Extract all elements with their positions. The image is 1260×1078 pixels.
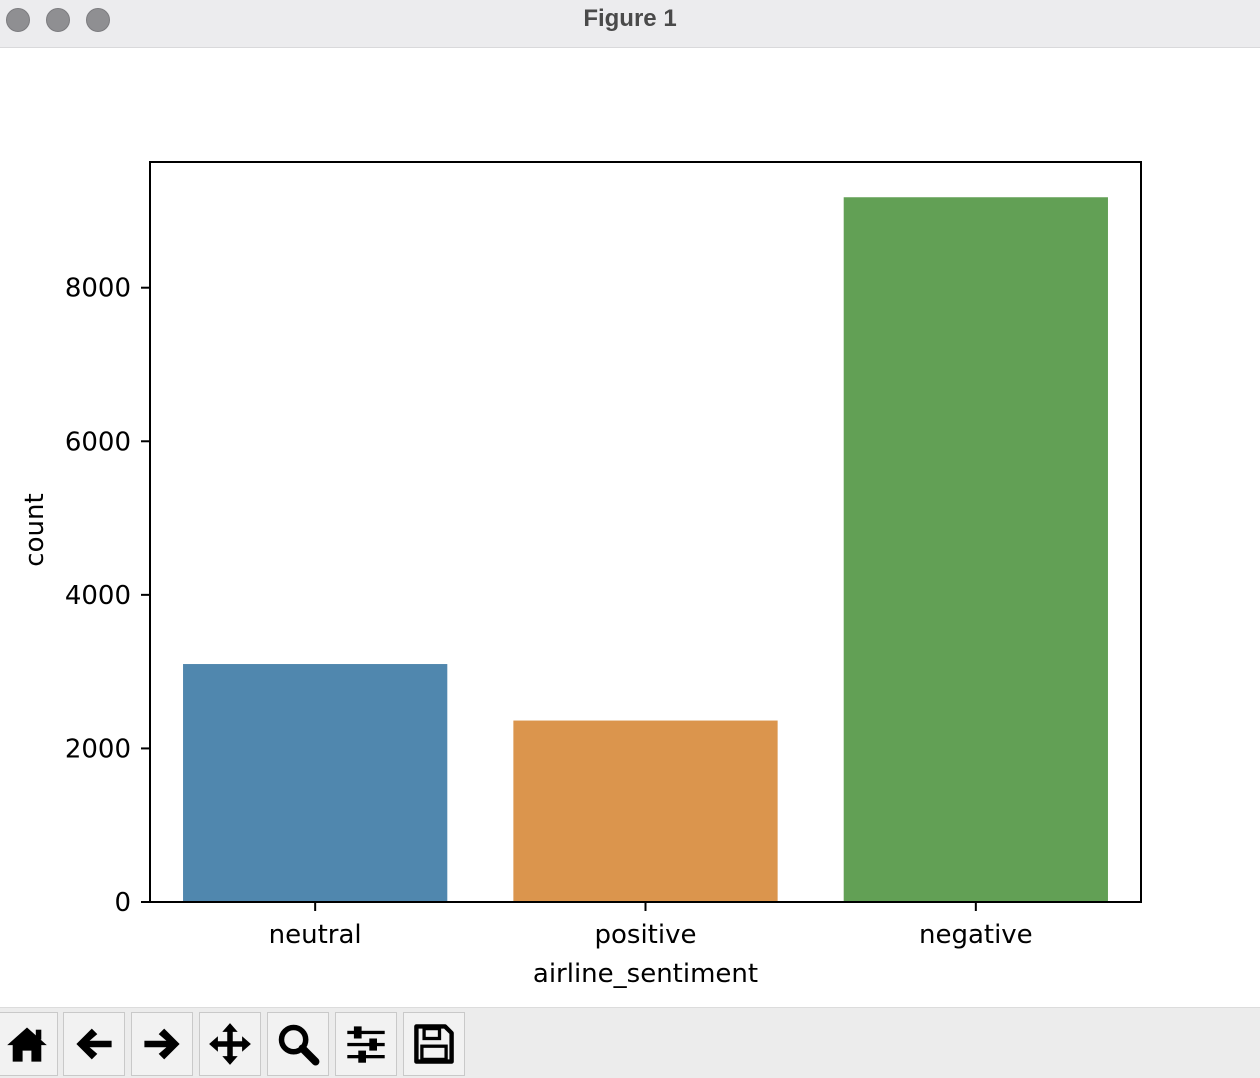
move-icon [209, 1023, 251, 1065]
save-button[interactable] [403, 1012, 465, 1076]
close-window-button[interactable] [6, 8, 30, 32]
x-tick-label-neutral: neutral [269, 920, 362, 950]
bar-positive [513, 720, 778, 902]
forward-button[interactable] [131, 1012, 193, 1076]
y-tick-label: 8000 [65, 274, 131, 304]
y-tick-label: 2000 [65, 734, 131, 764]
sliders-icon [347, 1026, 385, 1063]
back-button[interactable] [63, 1012, 125, 1076]
y-tick-label: 6000 [65, 427, 131, 457]
axes-frame [149, 161, 1142, 903]
navigation-toolbar [0, 1007, 1260, 1078]
pan-button[interactable] [199, 1012, 261, 1076]
y-tick-label: 0 [114, 888, 131, 918]
bar-neutral [183, 664, 448, 902]
x-tick-label-negative: negative [919, 920, 1033, 950]
x-tick-label-positive: positive [595, 920, 697, 950]
magnifier-icon [278, 1024, 320, 1066]
minimize-window-button[interactable] [46, 8, 70, 32]
arrow-left-icon [76, 1028, 112, 1060]
zoom-window-button[interactable] [86, 8, 110, 32]
y-axis-label: count [20, 493, 50, 566]
arrow-right-icon [144, 1028, 180, 1060]
home-button[interactable] [0, 1012, 58, 1076]
figure-canvas: neutral positive negative 0 2000 4000 6000 800… [0, 48, 1260, 1007]
configure-subplots-button[interactable] [335, 1012, 397, 1076]
x-axis-label: airline_sentiment [533, 959, 758, 989]
bar-negative [843, 197, 1108, 902]
zoom-button[interactable] [267, 1012, 329, 1076]
window-title: Figure 1 [583, 5, 677, 32]
y-tick-label: 4000 [65, 581, 131, 611]
bar-chart: neutral positive negative 0 2000 4000 6000 800… [20, 161, 1142, 989]
window-titlebar: Figure 1 [0, 0, 1260, 48]
floppy-disk-icon [414, 1024, 454, 1064]
home-icon [7, 1027, 47, 1062]
